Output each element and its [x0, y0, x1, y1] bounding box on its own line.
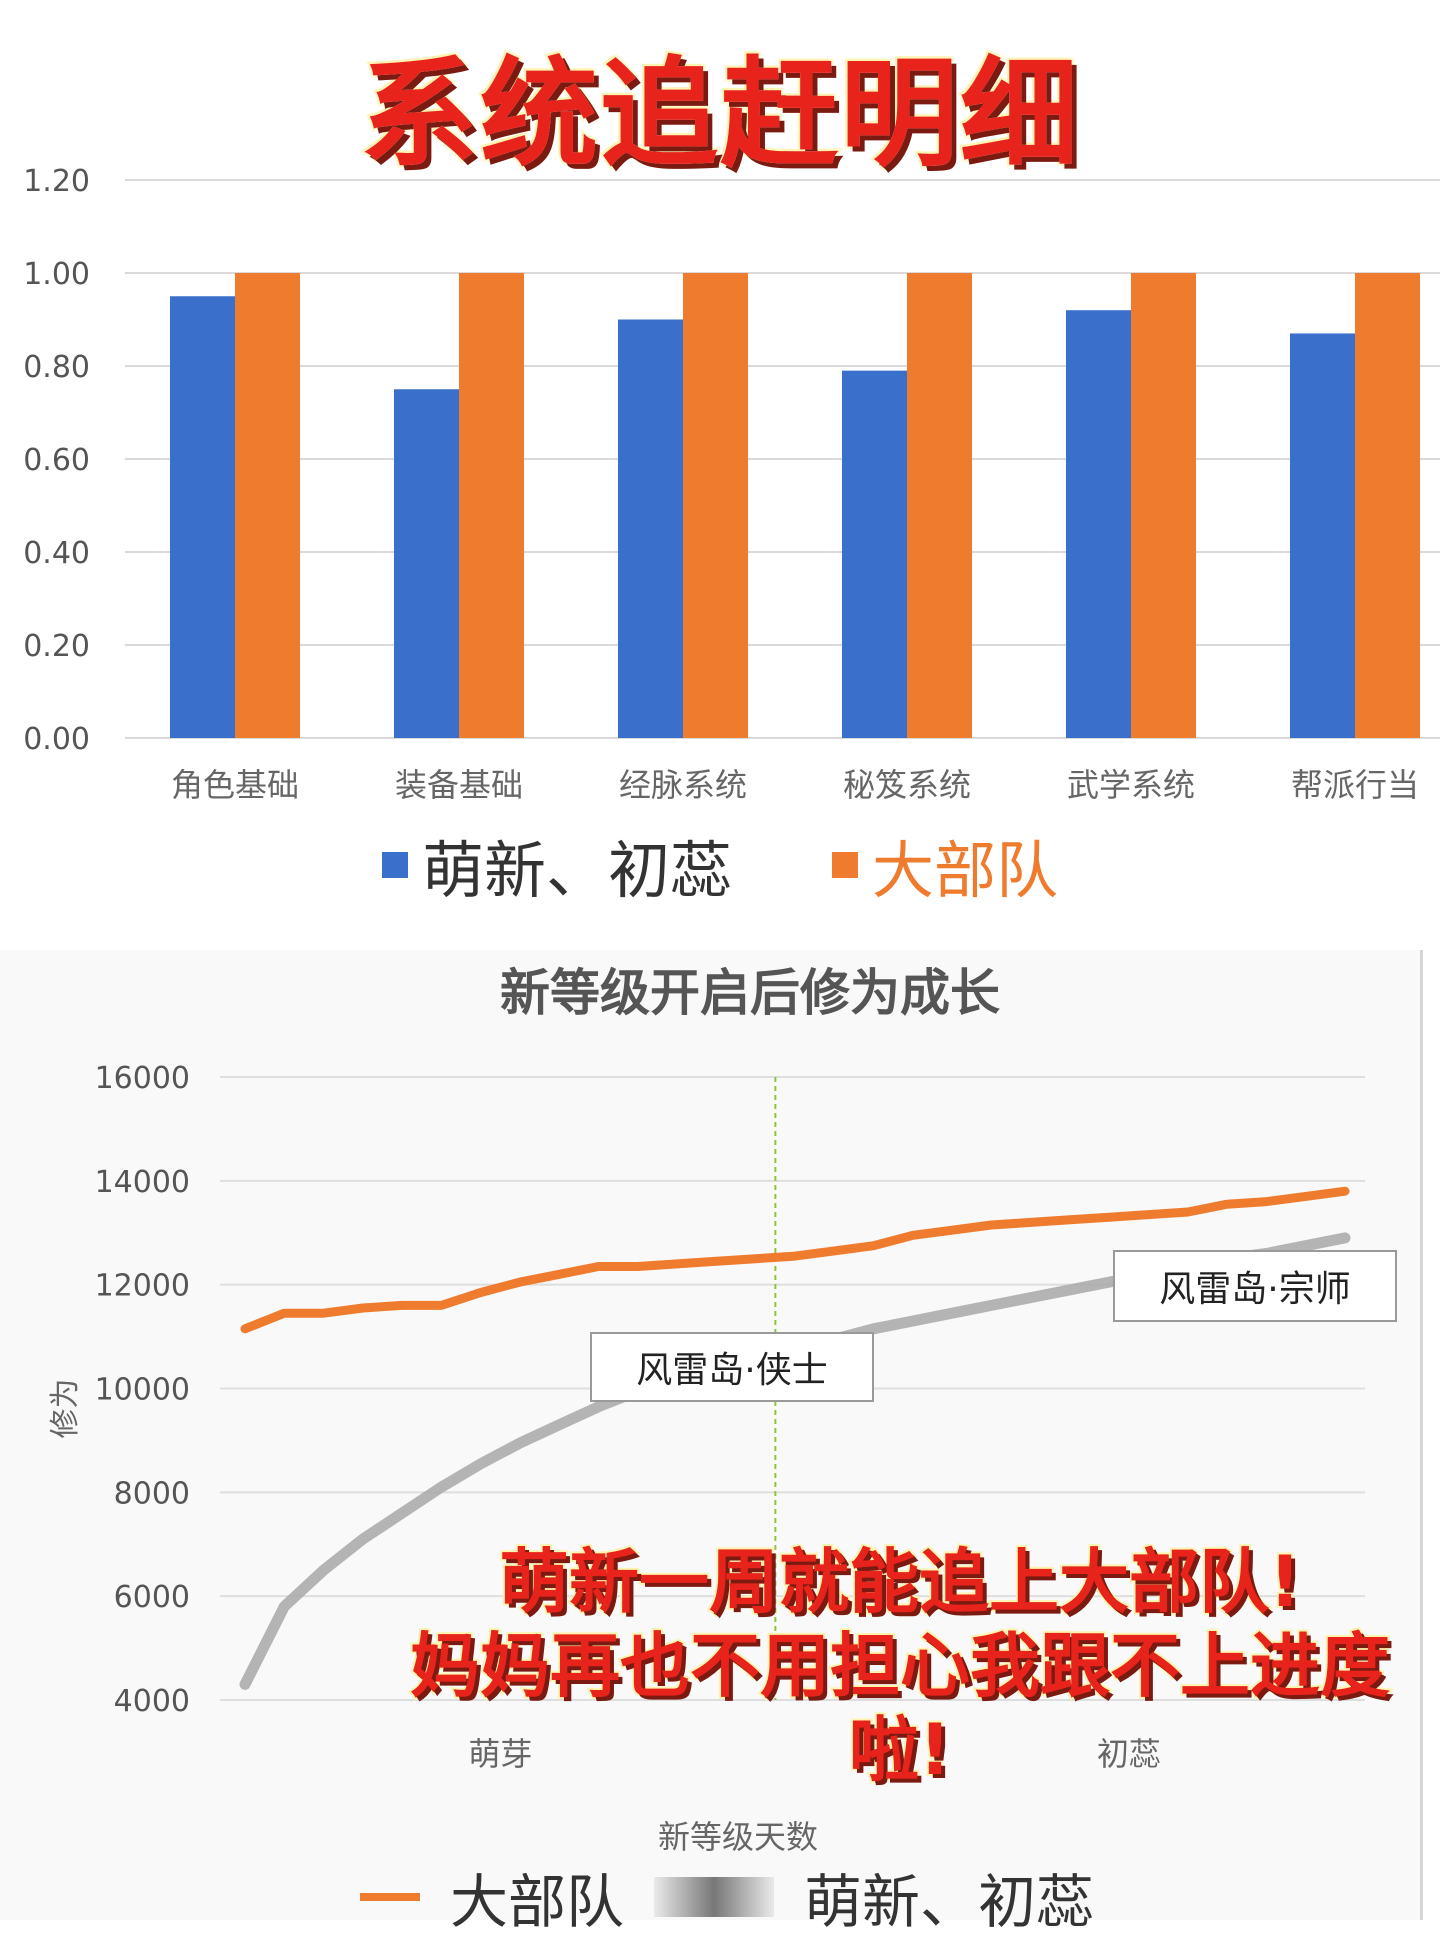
line-ytick-label: 16000	[95, 1061, 190, 1096]
bar-chart: 0.00 0.20 0.40 0.60 0.80 1.00 1.20 角色基础 装备基础 经脉系统…	[23, 164, 1440, 804]
line-chart-legend: 大部队 萌新、初蕊	[360, 1862, 1094, 1936]
legend-item-newbie: 萌新、初蕊	[381, 820, 732, 910]
bar-ytick-label: 0.80	[23, 350, 90, 385]
bar-xtick-label: 帮派行当	[1291, 766, 1419, 804]
line-legend-label-main: 大部队	[450, 1868, 625, 1936]
line-ytick-label: 8000	[114, 1476, 190, 1511]
bar-main	[459, 273, 524, 738]
bar-xtick-label: 武学系统	[1067, 766, 1195, 804]
bar-ytick-label: 0.20	[23, 629, 90, 664]
line-chart-title: 新等级开启后修为成长	[500, 964, 1000, 1022]
legend-line-gray	[654, 1877, 775, 1917]
legend-item-main: 大部队	[832, 820, 1058, 910]
bar-ytick-label: 1.00	[23, 257, 90, 292]
annotation-xiashi: 风雷岛·侠士	[590, 1332, 874, 1402]
banner-title: 系统追赶明细	[357, 43, 1080, 186]
line-ytick-label: 4000	[114, 1684, 190, 1719]
bar-ytick-label: 1.20	[23, 164, 90, 199]
bar-xtick-label: 装备基础	[395, 766, 523, 804]
annotation-zongshi: 风雷岛·宗师	[1113, 1250, 1397, 1322]
bar-ytick-label: 0.00	[23, 722, 90, 757]
overlay-caption-line2: 妈妈再也不用担心我跟不上进度啦!	[408, 1623, 1392, 1793]
annotation-zongshi-text: 风雷岛·宗师	[1159, 1269, 1351, 1310]
line-legend-label-newbie: 萌新、初蕊	[804, 1868, 1095, 1936]
bar-xtick-label: 经脉系统	[619, 766, 747, 804]
bar-main	[907, 273, 972, 738]
legend-line-orange	[360, 1893, 420, 1901]
bar-newbie	[842, 370, 907, 738]
line-ytick-label: 6000	[114, 1580, 190, 1615]
legend-swatch-blue	[381, 852, 408, 878]
bar-main	[683, 273, 748, 738]
bar-ytick-label: 0.60	[23, 443, 90, 478]
line-ytick-label: 10000	[95, 1373, 190, 1408]
bar-chart-legend: 萌新、初蕊 大部队	[0, 820, 1440, 910]
bar-newbie	[394, 389, 459, 738]
bar-newbie	[618, 319, 683, 738]
bar-xtick-label: 角色基础	[171, 766, 299, 804]
bar-newbie	[1066, 310, 1131, 738]
bar-xtick-label: 秘笈系统	[843, 766, 971, 804]
overlay-caption-line1: 萌新一周就能追上大部队!	[497, 1539, 1303, 1625]
bar-main	[1131, 273, 1196, 738]
line-ytick-label: 12000	[95, 1269, 190, 1304]
line-xtick-label: 萌芽	[468, 1735, 532, 1773]
legend-label-main: 大部队	[872, 834, 1059, 907]
bar-newbie	[170, 296, 235, 738]
legend-swatch-orange	[832, 852, 858, 878]
series-line-main	[240, 1186, 1350, 1334]
line-chart-panel	[0, 950, 1423, 1920]
annotation-xiashi-text: 风雷岛·侠士	[636, 1350, 828, 1391]
bar-newbie	[1290, 333, 1355, 738]
line-yaxis-label: 修为	[48, 1379, 83, 1439]
bar-main	[235, 273, 300, 738]
line-xtick-label: 初蕊	[1097, 1735, 1161, 1773]
overlay-caption: 萌新一周就能追上大部队! 妈妈再也不用担心我跟不上进度啦!	[360, 1539, 1440, 1793]
bar-main	[1355, 273, 1420, 738]
bar-ytick-label: 0.40	[23, 536, 90, 571]
line-ytick-label: 14000	[95, 1165, 190, 1200]
line-xaxis-label: 新等级天数	[658, 1818, 818, 1856]
legend-label-newbie: 萌新、初蕊	[421, 834, 732, 907]
